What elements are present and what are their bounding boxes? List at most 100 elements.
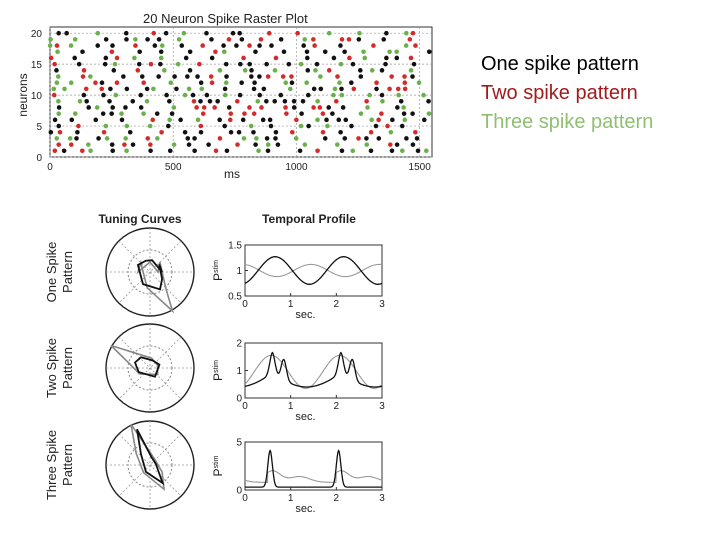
spike-dot xyxy=(217,117,222,123)
spike-dot xyxy=(208,74,214,79)
spike-dot xyxy=(68,142,74,147)
spike-dot xyxy=(404,136,409,141)
spike-dot xyxy=(151,86,156,92)
spike-dot xyxy=(338,61,344,67)
profile-line-gray xyxy=(244,354,383,389)
spike-dot xyxy=(108,86,113,92)
spike-dot xyxy=(311,105,316,110)
spike-dot xyxy=(167,117,172,123)
spike-dot xyxy=(421,92,426,98)
spike-dot xyxy=(147,123,153,129)
profile-line-gray xyxy=(244,470,383,483)
spike-dot xyxy=(123,105,128,110)
spike-dot xyxy=(304,80,309,86)
spike-dot xyxy=(96,136,101,141)
spike-dot xyxy=(56,111,62,116)
spike-dot xyxy=(164,92,169,98)
spike-dot xyxy=(74,136,79,141)
spike-dot xyxy=(56,30,61,36)
spike-dot xyxy=(413,43,418,48)
spike-dot xyxy=(145,136,151,141)
profile-x-tick: 0 xyxy=(242,299,248,310)
spike-dot xyxy=(269,43,274,48)
spike-dot xyxy=(113,92,119,98)
spike-dot xyxy=(114,55,120,61)
spike-dot xyxy=(226,37,232,42)
spike-dot xyxy=(380,98,385,104)
spike-dot xyxy=(298,123,304,129)
spike-dot xyxy=(56,142,62,147)
spike-dot xyxy=(289,129,295,135)
spike-dot xyxy=(275,142,281,147)
spike-dot xyxy=(124,123,130,129)
profile-y-label: Pstim xyxy=(211,360,225,381)
spike-dot xyxy=(314,61,320,67)
spike-dot xyxy=(94,105,100,110)
spike-dot xyxy=(369,68,375,73)
spike-dot xyxy=(298,61,304,67)
spike-dot xyxy=(198,123,204,129)
spike-dot xyxy=(265,74,271,79)
raster-title: 20 Neuron Spike Raster Plot xyxy=(143,11,308,26)
spike-dot xyxy=(416,80,422,86)
profile-x-tick: 0 xyxy=(242,401,248,412)
spike-dot xyxy=(411,61,417,67)
polar-spoke xyxy=(118,433,182,497)
spike-dot xyxy=(54,68,59,73)
spike-dot xyxy=(322,49,328,55)
tuning-curve-black xyxy=(133,356,161,378)
spike-dot xyxy=(289,80,295,86)
spike-dot xyxy=(102,61,108,67)
spike-dot xyxy=(122,142,127,147)
spike-dot xyxy=(194,105,199,110)
spike-dot xyxy=(158,61,163,67)
spike-dot xyxy=(130,142,136,147)
spike-dot xyxy=(75,129,80,135)
spike-dot xyxy=(130,98,136,104)
spike-dot xyxy=(100,111,106,116)
spike-dot xyxy=(192,148,197,154)
spike-dot xyxy=(181,30,187,36)
spike-dot xyxy=(389,74,394,79)
spike-dot xyxy=(402,86,408,92)
spike-dot xyxy=(56,98,61,104)
spike-dot xyxy=(238,61,243,67)
spike-dot xyxy=(145,37,150,42)
spike-dot xyxy=(137,49,143,55)
spike-dot xyxy=(198,129,204,135)
spike-dot xyxy=(110,105,115,110)
tuning-row-label: Pattern xyxy=(60,251,75,293)
spike-dot xyxy=(162,68,167,73)
spike-dot xyxy=(311,37,316,42)
spike-dot xyxy=(293,136,299,141)
spike-dot xyxy=(83,86,89,92)
spike-dot xyxy=(144,98,150,104)
spike-dot xyxy=(187,49,193,55)
spike-dot xyxy=(365,105,370,110)
spike-dot xyxy=(69,117,75,123)
spike-dot xyxy=(51,86,57,92)
spike-dot xyxy=(169,111,175,116)
spike-dot xyxy=(251,111,257,116)
spike-dot xyxy=(242,68,248,73)
spike-dot xyxy=(235,142,240,147)
spike-dot xyxy=(281,49,287,55)
spike-dot xyxy=(299,111,304,116)
legend: One spike pattern Two spike pattern Thre… xyxy=(481,50,653,137)
spike-dot xyxy=(320,111,326,116)
spike-dot xyxy=(346,37,352,42)
spike-dot xyxy=(350,148,356,154)
profile-y-tick: 5 xyxy=(236,438,242,449)
profile-x-label: sec. xyxy=(295,309,315,321)
spike-dot xyxy=(72,111,78,116)
spike-dot xyxy=(387,86,392,92)
spike-dot xyxy=(381,37,387,42)
spike-dot xyxy=(297,148,303,154)
spike-dot xyxy=(369,117,374,123)
spike-dot xyxy=(374,86,379,92)
spike-dot xyxy=(124,37,129,42)
spike-dot xyxy=(312,43,317,48)
spike-dot xyxy=(315,148,320,154)
spike-dot xyxy=(224,74,229,79)
profile-x-tick: 1 xyxy=(288,401,294,412)
